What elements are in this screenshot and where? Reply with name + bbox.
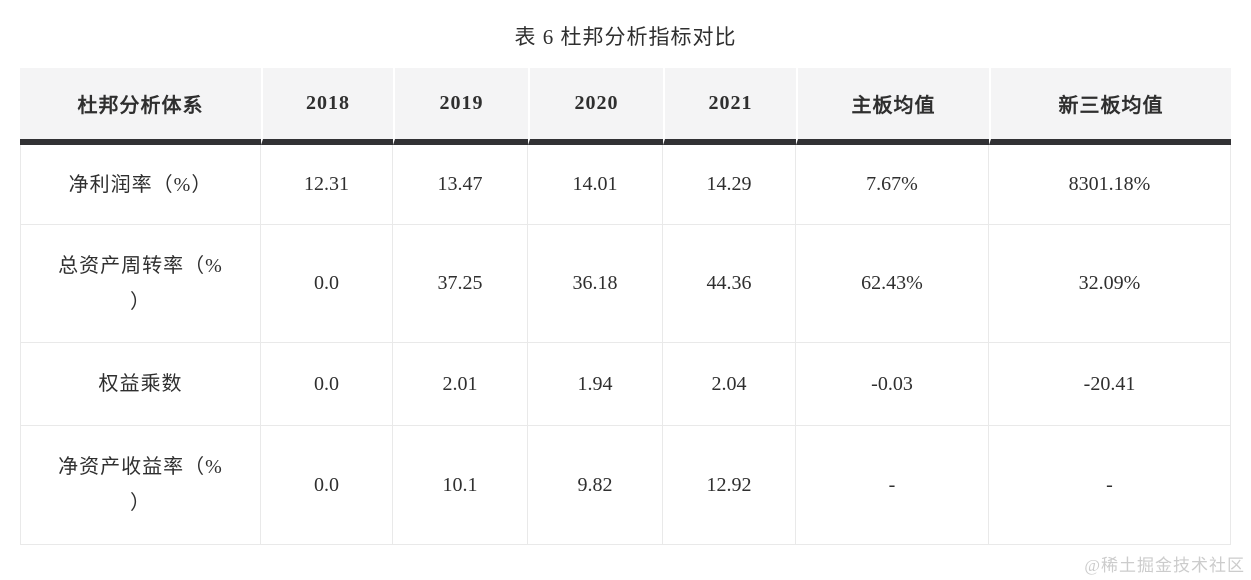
table-cell: 62.43%: [796, 225, 989, 343]
column-header-system: 杜邦分析体系: [20, 68, 261, 145]
row-label: 净利润率（%）: [20, 145, 261, 225]
column-header-mainboard-avg: 主板均值: [796, 68, 989, 145]
table-cell: 12.31: [261, 145, 393, 225]
column-header-2019: 2019: [393, 68, 528, 145]
table-cell: 14.29: [663, 145, 796, 225]
table-cell: 12.92: [663, 426, 796, 545]
table-title: 表 6 杜邦分析指标对比: [514, 25, 737, 49]
table-cell: 32.09%: [989, 225, 1231, 343]
column-header-2018: 2018: [261, 68, 393, 145]
table-cell: -: [796, 426, 989, 545]
table-cell: 13.47: [393, 145, 528, 225]
table-cell: -20.41: [989, 343, 1231, 426]
table-cell: 2.01: [393, 343, 528, 426]
table-cell: 10.1: [393, 426, 528, 545]
table-cell: 36.18: [528, 225, 663, 343]
row-label: 权益乘数: [20, 343, 261, 426]
table-cell: 8301.18%: [989, 145, 1231, 225]
table-row: 净资产收益率（% ） 0.0 10.1 9.82 12.92 - -: [20, 426, 1231, 545]
table-row: 总资产周转率（% ） 0.0 37.25 36.18 44.36 62.43% …: [20, 225, 1231, 343]
table-cell: 14.01: [528, 145, 663, 225]
column-header-2020: 2020: [528, 68, 663, 145]
table-cell: -: [989, 426, 1231, 545]
table-cell: 44.36: [663, 225, 796, 343]
table-cell: 1.94: [528, 343, 663, 426]
table-cell: 0.0: [261, 343, 393, 426]
table-cell: 37.25: [393, 225, 528, 343]
table-cell: 2.04: [663, 343, 796, 426]
table-cell: 0.0: [261, 426, 393, 545]
juejin-watermark: @稀土掘金技术社区: [1084, 556, 1245, 575]
table-row: 权益乘数 0.0 2.01 1.94 2.04 -0.03 -20.41: [20, 343, 1231, 426]
column-header-2021: 2021: [663, 68, 796, 145]
header-row: 杜邦分析体系 2018 2019 2020 2021 主板均值 新三板均值: [20, 68, 1231, 145]
table-cell: 9.82: [528, 426, 663, 545]
table-cell: 7.67%: [796, 145, 989, 225]
column-header-neeq-avg: 新三板均值: [989, 68, 1231, 145]
dupont-analysis-table: 杜邦分析体系 2018 2019 2020 2021 主板均值 新三板均值 净利…: [20, 68, 1231, 545]
table-cell: 0.0: [261, 225, 393, 343]
row-label: 净资产收益率（% ）: [20, 426, 261, 545]
table-row: 净利润率（%） 12.31 13.47 14.01 14.29 7.67% 83…: [20, 145, 1231, 225]
table-cell: -0.03: [796, 343, 989, 426]
row-label: 总资产周转率（% ）: [20, 225, 261, 343]
